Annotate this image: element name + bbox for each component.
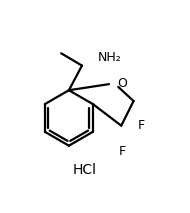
Text: F: F (138, 119, 145, 132)
Text: O: O (117, 77, 127, 90)
Text: F: F (119, 145, 126, 158)
Text: NH₂: NH₂ (97, 51, 121, 64)
Text: HCl: HCl (72, 163, 96, 177)
